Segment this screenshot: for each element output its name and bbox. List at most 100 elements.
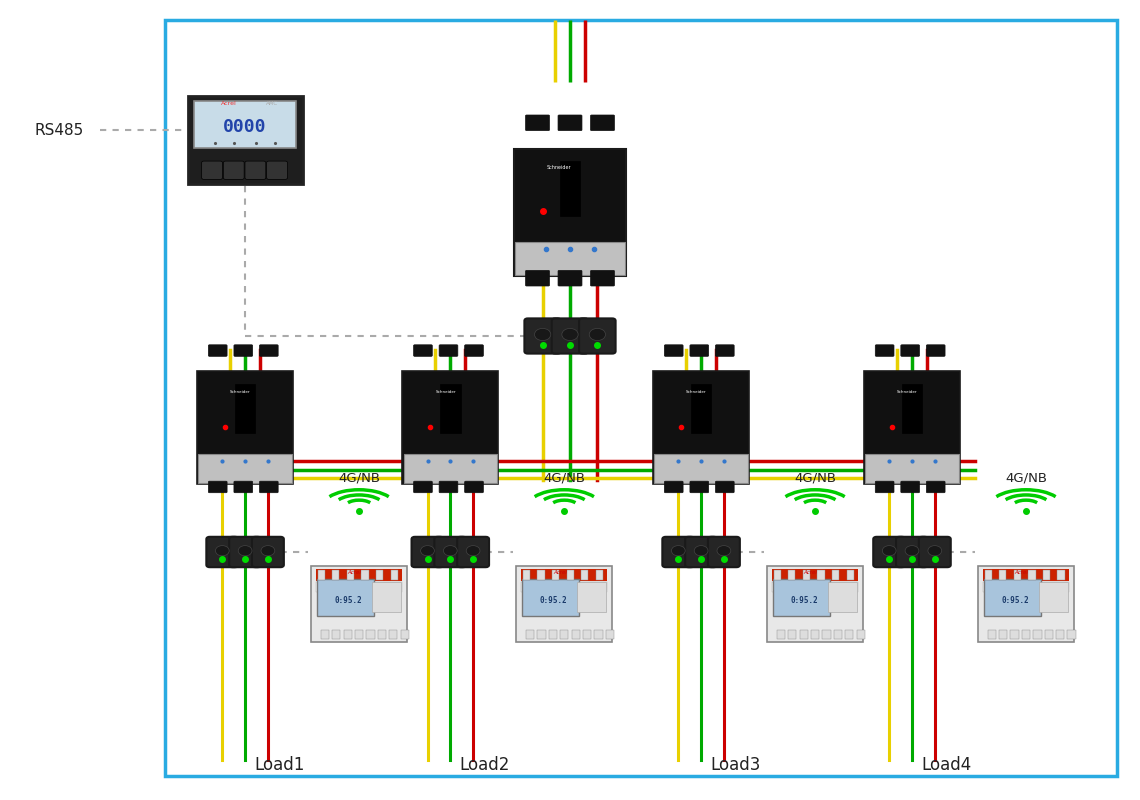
FancyBboxPatch shape	[412, 537, 443, 567]
FancyBboxPatch shape	[665, 345, 683, 356]
Text: Acrel: Acrel	[1015, 570, 1028, 574]
Ellipse shape	[671, 546, 685, 556]
Ellipse shape	[928, 546, 942, 556]
Text: 0:95.2: 0:95.2	[790, 596, 819, 605]
FancyBboxPatch shape	[999, 570, 1007, 580]
FancyBboxPatch shape	[662, 537, 694, 567]
FancyBboxPatch shape	[708, 537, 740, 567]
FancyBboxPatch shape	[516, 566, 612, 642]
FancyBboxPatch shape	[654, 454, 748, 482]
FancyBboxPatch shape	[665, 482, 683, 493]
FancyBboxPatch shape	[876, 345, 894, 356]
Ellipse shape	[466, 546, 480, 556]
FancyBboxPatch shape	[317, 579, 374, 616]
FancyBboxPatch shape	[523, 570, 530, 580]
FancyBboxPatch shape	[522, 579, 579, 616]
FancyBboxPatch shape	[439, 482, 458, 493]
FancyBboxPatch shape	[234, 482, 253, 493]
FancyBboxPatch shape	[774, 570, 781, 580]
FancyBboxPatch shape	[376, 570, 383, 580]
FancyBboxPatch shape	[198, 454, 292, 482]
FancyBboxPatch shape	[560, 630, 569, 638]
FancyBboxPatch shape	[788, 570, 796, 580]
Ellipse shape	[443, 546, 457, 556]
FancyBboxPatch shape	[260, 482, 278, 493]
FancyBboxPatch shape	[772, 569, 858, 581]
Text: 4G/NB: 4G/NB	[1005, 471, 1047, 484]
FancyBboxPatch shape	[1033, 630, 1042, 638]
FancyBboxPatch shape	[978, 566, 1074, 642]
Text: 0:95.2: 0:95.2	[539, 596, 568, 605]
FancyBboxPatch shape	[372, 582, 401, 612]
Ellipse shape	[717, 546, 731, 556]
Text: Acrel: Acrel	[221, 101, 237, 106]
FancyBboxPatch shape	[847, 570, 854, 580]
FancyBboxPatch shape	[347, 570, 355, 580]
FancyBboxPatch shape	[1043, 570, 1050, 580]
FancyBboxPatch shape	[716, 345, 734, 356]
FancyBboxPatch shape	[901, 482, 920, 493]
Text: Load3: Load3	[710, 757, 760, 774]
Text: Acrel: Acrel	[348, 570, 361, 574]
FancyBboxPatch shape	[927, 345, 945, 356]
FancyBboxPatch shape	[583, 630, 592, 638]
FancyBboxPatch shape	[404, 454, 497, 482]
FancyBboxPatch shape	[832, 570, 839, 580]
Text: 0000: 0000	[223, 118, 267, 135]
FancyBboxPatch shape	[856, 630, 865, 638]
FancyBboxPatch shape	[577, 582, 606, 612]
FancyBboxPatch shape	[400, 630, 409, 638]
FancyBboxPatch shape	[822, 630, 831, 638]
FancyBboxPatch shape	[366, 630, 375, 638]
FancyBboxPatch shape	[440, 385, 461, 434]
FancyBboxPatch shape	[571, 630, 580, 638]
FancyBboxPatch shape	[1021, 630, 1031, 638]
FancyBboxPatch shape	[983, 569, 1069, 581]
FancyBboxPatch shape	[537, 630, 546, 638]
FancyBboxPatch shape	[773, 579, 830, 616]
FancyBboxPatch shape	[206, 537, 238, 567]
FancyBboxPatch shape	[316, 582, 402, 593]
FancyBboxPatch shape	[537, 570, 545, 580]
Ellipse shape	[882, 546, 896, 556]
FancyBboxPatch shape	[209, 482, 227, 493]
Text: Load4: Load4	[921, 757, 971, 774]
FancyBboxPatch shape	[1044, 630, 1053, 638]
FancyBboxPatch shape	[983, 582, 1069, 593]
FancyBboxPatch shape	[235, 385, 255, 434]
FancyBboxPatch shape	[605, 630, 614, 638]
FancyBboxPatch shape	[896, 537, 928, 567]
FancyBboxPatch shape	[1039, 582, 1068, 612]
FancyBboxPatch shape	[772, 582, 858, 593]
FancyBboxPatch shape	[1010, 630, 1019, 638]
FancyBboxPatch shape	[828, 582, 857, 612]
FancyBboxPatch shape	[985, 570, 992, 580]
FancyBboxPatch shape	[833, 630, 842, 638]
FancyBboxPatch shape	[901, 345, 920, 356]
FancyBboxPatch shape	[209, 345, 227, 356]
FancyBboxPatch shape	[811, 630, 820, 638]
FancyBboxPatch shape	[465, 482, 483, 493]
FancyBboxPatch shape	[521, 569, 608, 581]
FancyBboxPatch shape	[389, 630, 398, 638]
FancyBboxPatch shape	[187, 96, 302, 184]
FancyBboxPatch shape	[414, 482, 432, 493]
FancyBboxPatch shape	[817, 570, 824, 580]
FancyBboxPatch shape	[414, 345, 432, 356]
FancyBboxPatch shape	[526, 630, 535, 638]
FancyBboxPatch shape	[260, 345, 278, 356]
FancyBboxPatch shape	[581, 570, 588, 580]
FancyBboxPatch shape	[343, 630, 352, 638]
FancyBboxPatch shape	[1056, 630, 1065, 638]
FancyBboxPatch shape	[653, 371, 749, 483]
FancyBboxPatch shape	[515, 242, 625, 275]
FancyBboxPatch shape	[361, 570, 368, 580]
FancyBboxPatch shape	[377, 630, 386, 638]
FancyBboxPatch shape	[873, 537, 905, 567]
FancyBboxPatch shape	[267, 161, 287, 179]
FancyBboxPatch shape	[685, 537, 717, 567]
Text: Schneider: Schneider	[547, 165, 571, 170]
FancyBboxPatch shape	[223, 161, 244, 179]
Ellipse shape	[562, 328, 578, 341]
FancyBboxPatch shape	[521, 582, 608, 593]
